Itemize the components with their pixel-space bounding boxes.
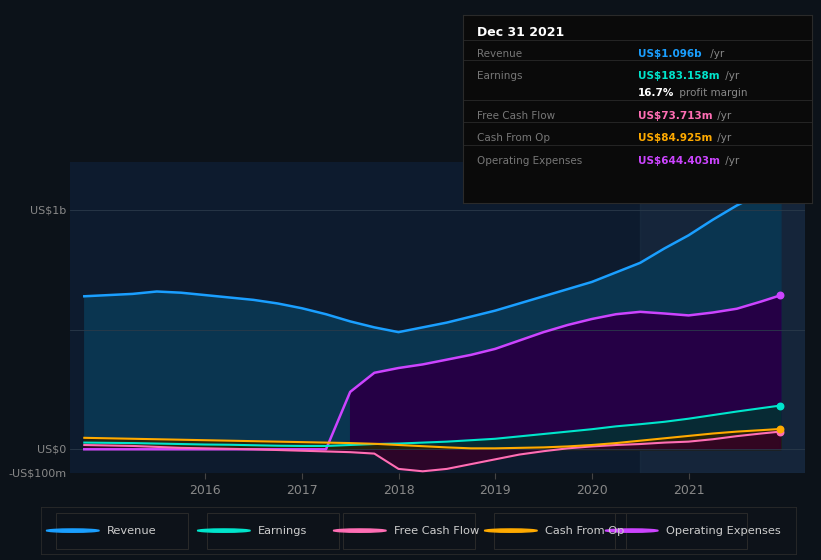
Text: US$1b: US$1b	[30, 205, 67, 215]
Text: Cash From Op: Cash From Op	[545, 526, 624, 535]
Text: Operating Expenses: Operating Expenses	[477, 156, 582, 166]
Text: Earnings: Earnings	[258, 526, 307, 535]
Circle shape	[333, 529, 386, 532]
Text: /yr: /yr	[714, 111, 732, 121]
Bar	[640, 162, 805, 473]
Text: /yr: /yr	[707, 49, 724, 59]
Point	[774, 183, 787, 192]
Text: Dec 31 2021: Dec 31 2021	[477, 26, 564, 39]
Point	[774, 427, 787, 436]
Text: Operating Expenses: Operating Expenses	[666, 526, 781, 535]
Point	[774, 424, 787, 433]
Text: US$644.403m: US$644.403m	[638, 156, 719, 166]
Circle shape	[605, 529, 658, 532]
Text: /yr: /yr	[722, 71, 739, 81]
Circle shape	[197, 529, 250, 532]
Text: Revenue: Revenue	[477, 49, 522, 59]
Circle shape	[46, 529, 99, 532]
Text: /yr: /yr	[714, 133, 732, 143]
Text: /yr: /yr	[722, 156, 739, 166]
Text: US$73.713m: US$73.713m	[638, 111, 712, 121]
Text: US$84.925m: US$84.925m	[638, 133, 712, 143]
Text: Cash From Op: Cash From Op	[477, 133, 550, 143]
Circle shape	[484, 529, 537, 532]
Text: US$0: US$0	[37, 444, 67, 454]
Text: Free Cash Flow: Free Cash Flow	[394, 526, 479, 535]
Point	[774, 291, 787, 300]
Text: 16.7%: 16.7%	[638, 88, 674, 99]
Text: US$183.158m: US$183.158m	[638, 71, 719, 81]
Text: Earnings: Earnings	[477, 71, 522, 81]
Text: Revenue: Revenue	[107, 526, 156, 535]
Point	[774, 401, 787, 410]
Text: profit margin: profit margin	[676, 88, 747, 99]
Text: US$1.096b: US$1.096b	[638, 49, 701, 59]
Text: -US$100m: -US$100m	[8, 468, 67, 478]
Text: Free Cash Flow: Free Cash Flow	[477, 111, 555, 121]
